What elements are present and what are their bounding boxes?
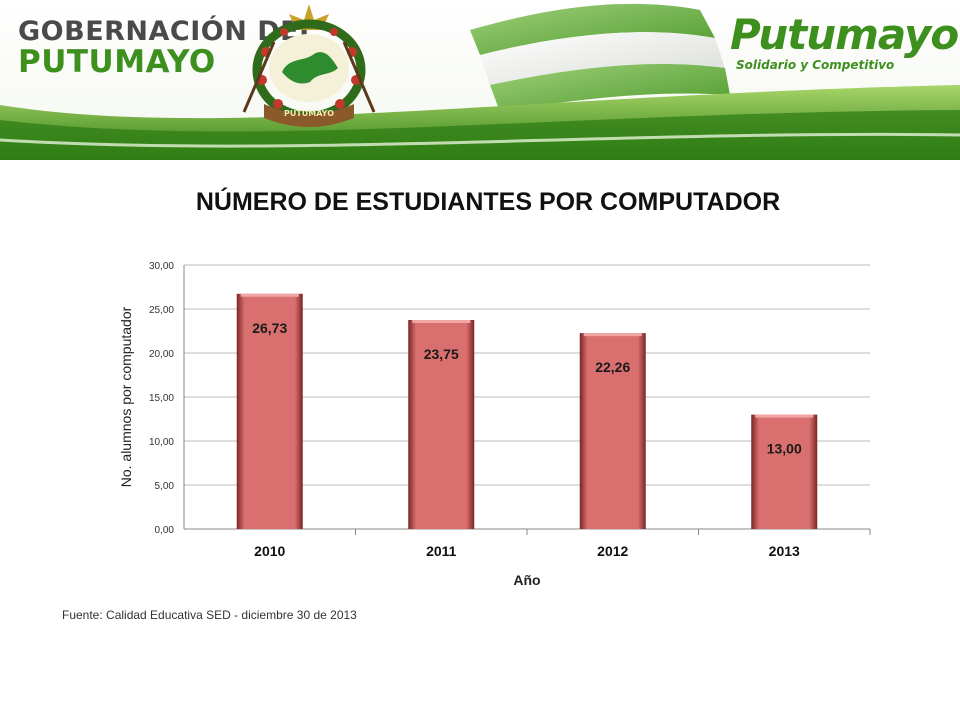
bar-2011: [408, 320, 475, 529]
source-note: Fuente: Calidad Educativa SED - diciembr…: [62, 608, 357, 622]
bar-top-highlight-2012: [583, 333, 642, 337]
data-label-2010: 26,73: [252, 320, 287, 336]
bar-chart: 0,00 5,00 10,00 15,00 20,00 25,00 30,00 26,73 20…: [118, 261, 871, 588]
data-label-2013: 13,00: [767, 441, 802, 457]
y-tick-label-1: 5,00: [155, 481, 175, 492]
x-tick-label-2011: 2011: [426, 543, 457, 559]
data-label-2011: 23,75: [424, 346, 459, 362]
bar-top-highlight-2013: [755, 414, 814, 418]
header-banner: GOBERNACIÓN DEL PUTUMAYO PUTUMAYO Putuma…: [0, 0, 960, 160]
brand-tagline: Solidario y Competitivo: [736, 58, 895, 72]
chart-title: NÚMERO DE ESTUDIANTES POR COMPUTADOR: [195, 188, 781, 216]
bar-top-highlight-2010: [240, 293, 299, 297]
government-line-2: PUTUMAYO: [18, 44, 216, 80]
bar-2013: [751, 414, 818, 529]
y-tick-label-4: 20,00: [149, 349, 174, 360]
x-tick-label-2010: 2010: [254, 543, 285, 559]
emblem-banner-text: PUTUMAYO: [284, 109, 334, 118]
brand-name: Putumayo: [730, 10, 959, 59]
header-wave-graphic: [0, 3, 960, 160]
y-tick-label-0: 0,00: [155, 525, 175, 536]
data-label-2012: 22,26: [595, 359, 630, 375]
x-axis-title: Año: [513, 572, 540, 588]
coat-of-arms-emblem: PUTUMAYO: [242, 4, 376, 127]
y-axis-title: No. alumnos por computador: [118, 306, 134, 487]
y-tick-label-2: 10,00: [149, 437, 174, 448]
putumayo-brand-logo: Putumayo Solidario y Competitivo: [730, 10, 959, 73]
bar-2010: [236, 293, 303, 529]
bar-2012: [579, 333, 646, 529]
government-logo-text: GOBERNACIÓN DEL PUTUMAYO: [18, 18, 317, 78]
y-tick-label-3: 15,00: [149, 393, 174, 404]
x-tick-label-2012: 2012: [597, 543, 628, 559]
y-tick-label-5: 25,00: [149, 305, 174, 316]
x-tick-label-2013: 2013: [769, 543, 800, 559]
y-tick-label-6: 30,00: [149, 261, 174, 272]
bar-top-highlight-2011: [412, 320, 471, 323]
